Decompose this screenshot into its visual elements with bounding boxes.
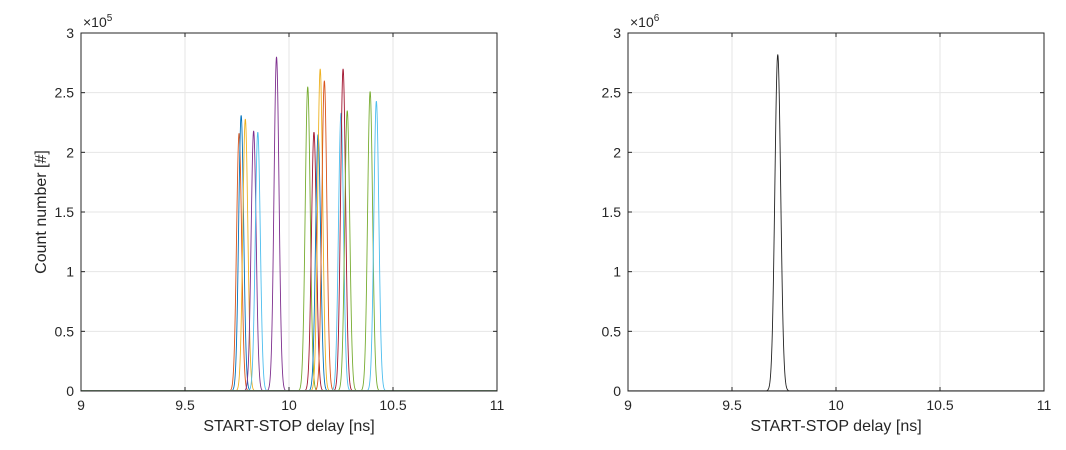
x-tick-label: 9 <box>624 397 632 413</box>
y-axis-label: Count number [#] <box>33 150 50 274</box>
x-tick-label: 10 <box>828 397 844 413</box>
left-histogram-panel: 9 9.5 10 10.5 11 0 0.5 1 1.5 2 2.5 3 ×105 START-STOP … <box>33 13 504 435</box>
y-tick-label: 0.5 <box>602 323 622 339</box>
right-histogram-panel: 9 9.5 10 10.5 11 0 0.5 1 1.5 2 2.5 3 ×106 START-STOP … <box>602 13 1052 435</box>
y-tick-label: 2 <box>613 144 621 160</box>
y-axis-multiplier: ×106 <box>630 13 660 30</box>
y-tick-label: 2.5 <box>55 85 75 101</box>
y-multiplier-exponent: 6 <box>654 13 660 24</box>
x-tick-label: 11 <box>1037 397 1052 413</box>
y-tick-label: 1.5 <box>55 204 75 220</box>
y-tick-label: 0 <box>613 383 621 399</box>
x-axis-label: START-STOP delay [ns] <box>750 418 921 435</box>
y-tick-label: 3 <box>613 25 621 41</box>
y-tick-label: 2 <box>66 144 74 160</box>
y-multiplier-base: ×10 <box>83 14 107 30</box>
x-tick-label: 11 <box>490 397 505 413</box>
x-tick-label: 9.5 <box>175 397 195 413</box>
y-axis-multiplier: ×105 <box>83 13 113 30</box>
x-tick-label: 9.5 <box>722 397 742 413</box>
x-tick-label: 10 <box>281 397 297 413</box>
y-multiplier-exponent: 5 <box>107 13 113 24</box>
y-tick-label: 1 <box>613 264 621 280</box>
x-tick-label: 10.5 <box>926 397 953 413</box>
x-axis-label: START-STOP delay [ns] <box>203 418 374 435</box>
y-tick-label: 2.5 <box>602 85 622 101</box>
x-tick-label: 9 <box>77 397 85 413</box>
y-tick-label: 0.5 <box>55 323 75 339</box>
y-tick-label: 1 <box>66 264 74 280</box>
y-multiplier-base: ×10 <box>630 14 654 30</box>
y-tick-label: 1.5 <box>602 204 622 220</box>
x-tick-label: 10.5 <box>379 397 406 413</box>
y-tick-label: 3 <box>66 25 74 41</box>
y-tick-label: 0 <box>66 383 74 399</box>
